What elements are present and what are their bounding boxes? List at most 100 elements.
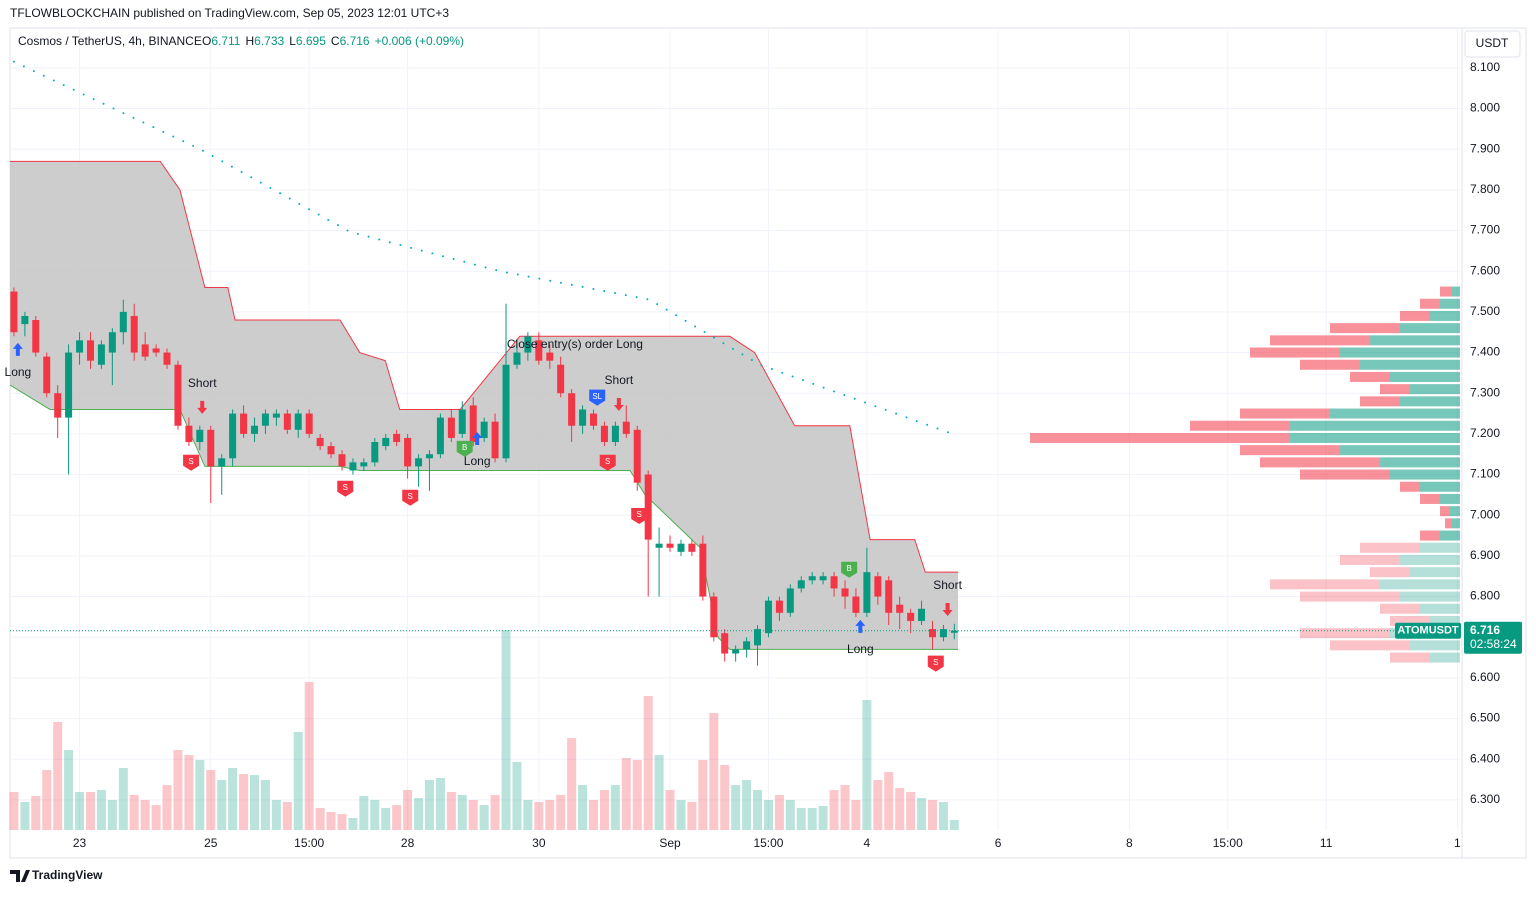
- volume-bar: [873, 780, 883, 830]
- volume-bar: [173, 750, 183, 830]
- profile-sell: [1300, 628, 1390, 639]
- profile-sell: [1300, 591, 1400, 602]
- profile-buy: [1380, 457, 1460, 468]
- volume-bar: [381, 808, 391, 830]
- candle-body: [655, 543, 663, 548]
- x-tick-label: 6: [995, 836, 1002, 850]
- profile-sell: [1340, 554, 1400, 565]
- profile-buy: [1390, 469, 1460, 480]
- signal-label: Long: [5, 365, 32, 379]
- long-arrow: [12, 342, 23, 356]
- volume-bar: [665, 790, 675, 830]
- volume-bar: [567, 738, 577, 830]
- volume-bar: [348, 818, 358, 830]
- candle-body: [469, 405, 477, 443]
- x-tick-label: 4: [864, 836, 871, 850]
- y-tick-label: 7.000: [1470, 507, 1500, 521]
- volume-bar: [763, 800, 773, 830]
- profile-sell: [1380, 384, 1410, 395]
- short-arrow: [942, 602, 953, 616]
- candle-body: [152, 348, 160, 353]
- volume-bar: [938, 802, 948, 830]
- candle-body: [393, 433, 401, 443]
- profile-buy: [1400, 591, 1460, 602]
- candle-body: [371, 442, 379, 463]
- volume-bar: [501, 630, 511, 830]
- signal-label: Close entry(s) order Long: [507, 337, 643, 351]
- candle-body: [841, 588, 849, 597]
- volume-bar: [20, 802, 30, 830]
- x-tick-label: 28: [401, 836, 415, 850]
- candle-body: [108, 332, 116, 353]
- candle-body: [852, 596, 860, 613]
- candle-body: [579, 409, 587, 426]
- symbol: Cosmos / TetherUS, 4h, BINANCE: [18, 34, 202, 48]
- profile-sell: [1420, 493, 1440, 504]
- x-tick-label: 23: [73, 836, 87, 850]
- signal-badge-text: S: [933, 658, 938, 667]
- volume-bar: [676, 800, 686, 830]
- currency-box[interactable]: [1464, 30, 1521, 58]
- profile-buy: [1430, 310, 1460, 321]
- volume-bar: [435, 778, 445, 830]
- candle-body: [218, 458, 226, 467]
- x-tick-label: 15:00: [1213, 836, 1243, 850]
- volume-bar: [282, 802, 292, 830]
- signal-label: Short: [933, 578, 962, 592]
- candle-body: [568, 393, 576, 426]
- x-tick-label: 30: [532, 836, 546, 850]
- profile-sell: [1350, 371, 1390, 382]
- candle-body: [76, 340, 84, 353]
- candle-body: [754, 629, 762, 646]
- profile-sell: [1270, 579, 1380, 590]
- channel-lower: [9, 384, 959, 650]
- candle-body: [327, 446, 335, 455]
- volume-bar: [796, 808, 806, 830]
- candle-body: [32, 320, 40, 353]
- profile-buy: [1440, 493, 1460, 504]
- volume-bar: [107, 800, 117, 830]
- volume-bar: [414, 798, 424, 830]
- volume-bar: [610, 785, 620, 830]
- y-tick-label: 7.500: [1470, 304, 1500, 318]
- profile-sell: [1440, 506, 1450, 517]
- logo: [10, 870, 30, 882]
- volume-bar: [621, 758, 631, 830]
- signal-badge-text: S: [637, 510, 642, 519]
- candle-body: [611, 425, 619, 443]
- signal-badge-text: S: [605, 457, 610, 466]
- candle-body: [240, 413, 248, 434]
- volume-bar: [206, 770, 216, 830]
- volume-bar: [829, 790, 839, 830]
- candle-body: [699, 543, 707, 597]
- signal-label: Long: [847, 642, 874, 656]
- volume-bar: [446, 792, 456, 830]
- candle-body: [480, 421, 488, 438]
- volume-bar: [687, 802, 697, 830]
- candle-body: [97, 344, 105, 365]
- volume-bar: [140, 800, 150, 830]
- volume-bar: [271, 800, 281, 830]
- candle-body: [524, 336, 532, 353]
- volume-bar: [228, 768, 238, 830]
- signal-badge: [599, 454, 616, 471]
- channel-upper: [10, 160, 959, 573]
- candle-body: [928, 629, 936, 638]
- profile-buy: [1290, 432, 1460, 443]
- candle-body: [54, 393, 62, 418]
- volume-bar: [468, 800, 478, 830]
- ohlc-value: 6.695: [296, 34, 326, 48]
- volume-bar: [742, 780, 752, 830]
- profile-sell: [1240, 445, 1340, 456]
- volume-bar: [96, 790, 106, 830]
- candle-body: [950, 630, 958, 633]
- candle-body: [918, 608, 926, 621]
- profile-buy: [1370, 335, 1460, 346]
- volume-bar: [807, 808, 817, 830]
- ohlc-value: 6.716: [340, 34, 370, 48]
- signal-badge-text: S: [343, 483, 348, 492]
- signal-badge-text: S: [188, 457, 193, 466]
- signal-badge: [631, 508, 648, 525]
- volume-bar: [840, 785, 850, 830]
- y-tick-label: 7.200: [1470, 426, 1500, 440]
